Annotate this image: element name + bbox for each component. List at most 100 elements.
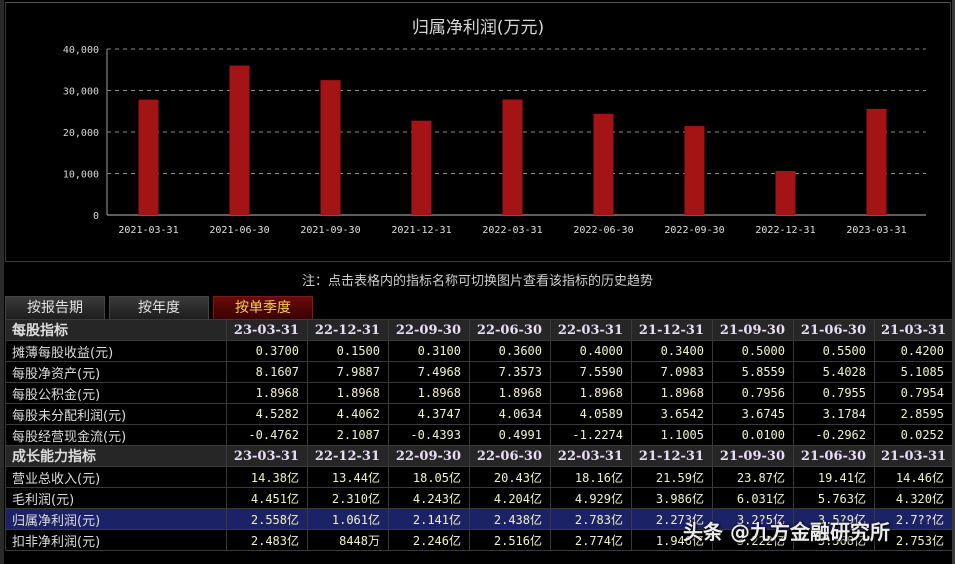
right-scrollbar-edge bbox=[952, 0, 955, 564]
indicator-value: 3.5?9亿 bbox=[793, 508, 875, 530]
table-row[interactable]: 每股经营现金流(元) -0.4762 2.1087 -0.4393 0.4991 -1.2… bbox=[5, 424, 953, 446]
indicator-name[interactable]: 每股净资产(元) bbox=[5, 361, 227, 383]
indicator-value: -1.2274 bbox=[550, 424, 632, 446]
table-row[interactable]: 扣非净利润(元) 2.483亿 8448万 2.246亿 2.516亿 2.774亿 1.9… bbox=[5, 529, 953, 551]
date-column-header: 22-06-30 bbox=[469, 319, 551, 341]
y-tick-label: 0 bbox=[93, 211, 99, 222]
financial-indicators-table: 每股指标 23-03-31 22-12-31 22-09-30 22-06-30 22-0… bbox=[5, 319, 953, 551]
x-tick-label: 2021-12-31 bbox=[391, 225, 451, 236]
indicator-value: 1.8968 bbox=[226, 382, 308, 404]
indicator-value: 4.929亿 bbox=[550, 487, 632, 509]
indicator-value: 2.783亿 bbox=[550, 508, 632, 530]
x-tick-label: 2023-03-31 bbox=[846, 225, 906, 236]
indicator-value: 23.87亿 bbox=[712, 466, 794, 488]
table-row[interactable]: 归属净利润(元) 2.558亿 1.061亿 2.141亿 2.438亿 2.783亿 2.… bbox=[5, 508, 953, 530]
indicator-value: 4.320亿 bbox=[874, 487, 953, 509]
date-column-header: 21-09-30 bbox=[712, 319, 794, 341]
indicator-value: 4.451亿 bbox=[226, 487, 308, 509]
tab-by-year[interactable]: 按年度 bbox=[109, 296, 209, 319]
indicator-name[interactable]: 每股公积金(元) bbox=[5, 382, 227, 404]
x-tick-label: 2022-03-31 bbox=[482, 225, 542, 236]
indicator-value: 4.0589 bbox=[550, 403, 632, 425]
indicator-value: 2.753亿 bbox=[874, 529, 953, 551]
indicator-value: 3.6542 bbox=[631, 403, 713, 425]
indicator-value: 2.516亿 bbox=[469, 529, 551, 551]
indicator-value: 0.3100 bbox=[388, 340, 470, 362]
date-column-header: 21-12-31 bbox=[631, 445, 713, 467]
indicator-value: 0.7954 bbox=[874, 382, 953, 404]
bar bbox=[411, 120, 432, 215]
indicator-value: 2.8595 bbox=[874, 403, 953, 425]
indicator-value: 1.946亿 bbox=[631, 529, 713, 551]
table-row[interactable]: 摊薄每股收益(元) 0.3700 0.1500 0.3100 0.3600 0.4000 0… bbox=[5, 340, 953, 362]
indicator-value: 1.1005 bbox=[631, 424, 713, 446]
indicator-value: 8448万 bbox=[307, 529, 389, 551]
indicator-value: 1.061亿 bbox=[307, 508, 389, 530]
table-row[interactable]: 每股未分配利润(元) 4.5282 4.4062 4.3747 4.0634 4.0589… bbox=[5, 403, 953, 425]
date-column-header: 22-09-30 bbox=[388, 445, 470, 467]
indicator-value: 0.7956 bbox=[712, 382, 794, 404]
bar bbox=[775, 170, 796, 215]
indicator-value: 5.1085 bbox=[874, 361, 953, 383]
date-column-header: 21-12-31 bbox=[631, 319, 713, 341]
indicator-name[interactable]: 每股未分配利润(元) bbox=[5, 403, 227, 425]
indicator-name[interactable]: 摊薄每股收益(元) bbox=[5, 340, 227, 362]
date-column-header: 21-09-30 bbox=[712, 445, 794, 467]
y-tick-label: 30,000 bbox=[63, 87, 99, 98]
indicator-value: 2.483亿 bbox=[226, 529, 308, 551]
table-row[interactable]: 毛利润(元) 4.451亿 2.310亿 4.243亿 4.204亿 4.929亿 3.98… bbox=[5, 487, 953, 509]
indicator-value: 14.38亿 bbox=[226, 466, 308, 488]
indicator-value: 4.204亿 bbox=[469, 487, 551, 509]
indicator-value: 13.44亿 bbox=[307, 466, 389, 488]
indicator-value: 2.273亿 bbox=[631, 508, 713, 530]
indicator-name[interactable]: 扣非净利润(元) bbox=[5, 529, 227, 551]
indicator-value: 0.4991 bbox=[469, 424, 551, 446]
section-title: 每股指标 bbox=[5, 319, 227, 341]
date-column-header: 22-12-31 bbox=[307, 445, 389, 467]
indicator-value: 7.9887 bbox=[307, 361, 389, 383]
indicator-value: 14.46亿 bbox=[874, 466, 953, 488]
indicator-value: 0.4000 bbox=[550, 340, 632, 362]
indicator-name[interactable]: 每股经营现金流(元) bbox=[5, 424, 227, 446]
chart-panel: 归属净利润(万元) 0 10,000 20,000 30,000 40,000 2021-… bbox=[5, 2, 951, 262]
indicator-value: 19.41亿 bbox=[793, 466, 875, 488]
tab-by-report-period[interactable]: 按报告期 bbox=[5, 296, 105, 319]
x-tick-label: 2021-09-30 bbox=[300, 225, 360, 236]
x-tick-label: 2022-06-30 bbox=[573, 225, 633, 236]
indicator-value: 2.7??亿 bbox=[874, 508, 953, 530]
date-column-header: 22-12-31 bbox=[307, 319, 389, 341]
indicator-name[interactable]: 毛利润(元) bbox=[5, 487, 227, 509]
indicator-value: 3.1784 bbox=[793, 403, 875, 425]
indicator-value: 20.43亿 bbox=[469, 466, 551, 488]
indicator-value: 0.0252 bbox=[874, 424, 953, 446]
x-tick-label: 2022-12-31 bbox=[755, 225, 815, 236]
indicator-name[interactable]: 营业总收入(元) bbox=[5, 466, 227, 488]
y-tick-label: 10,000 bbox=[63, 170, 99, 181]
indicator-value: -0.2962 bbox=[793, 424, 875, 446]
bar bbox=[229, 65, 250, 215]
indicator-value: 4.4062 bbox=[307, 403, 389, 425]
indicator-value: 21.59亿 bbox=[631, 466, 713, 488]
indicator-value: 3.986亿 bbox=[631, 487, 713, 509]
bar bbox=[866, 108, 887, 215]
bar bbox=[138, 99, 159, 215]
indicator-value: 0.0100 bbox=[712, 424, 794, 446]
tab-by-single-quarter[interactable]: 按单季度 bbox=[213, 296, 313, 319]
x-tick-label: 2022-09-30 bbox=[664, 225, 724, 236]
indicator-value: 1.8968 bbox=[550, 382, 632, 404]
y-tick-label: 20,000 bbox=[63, 128, 99, 139]
indicator-name[interactable]: 归属净利润(元) bbox=[5, 508, 227, 530]
bar bbox=[320, 80, 341, 215]
date-column-header: 22-09-30 bbox=[388, 319, 470, 341]
indicator-value: -0.4762 bbox=[226, 424, 308, 446]
indicator-value: 1.8968 bbox=[469, 382, 551, 404]
bar-chart: 0 10,000 20,000 30,000 40,000 2021-03-31 2021-… bbox=[63, 45, 926, 236]
date-column-header: 23-03-31 bbox=[226, 319, 308, 341]
table-row[interactable]: 每股公积金(元) 1.8968 1.8968 1.8968 1.8968 1.8968 1.… bbox=[5, 382, 953, 404]
x-tick-label: 2021-03-31 bbox=[118, 225, 178, 236]
table-row[interactable]: 每股净资产(元) 8.1607 7.9887 7.4968 7.3573 7.5590 7.… bbox=[5, 361, 953, 383]
indicator-value: 7.3573 bbox=[469, 361, 551, 383]
indicator-value: 5.763亿 bbox=[793, 487, 875, 509]
table-row[interactable]: 营业总收入(元) 14.38亿 13.44亿 18.05亿 20.43亿 18.16亿 21… bbox=[5, 466, 953, 488]
indicator-value: 0.5000 bbox=[712, 340, 794, 362]
